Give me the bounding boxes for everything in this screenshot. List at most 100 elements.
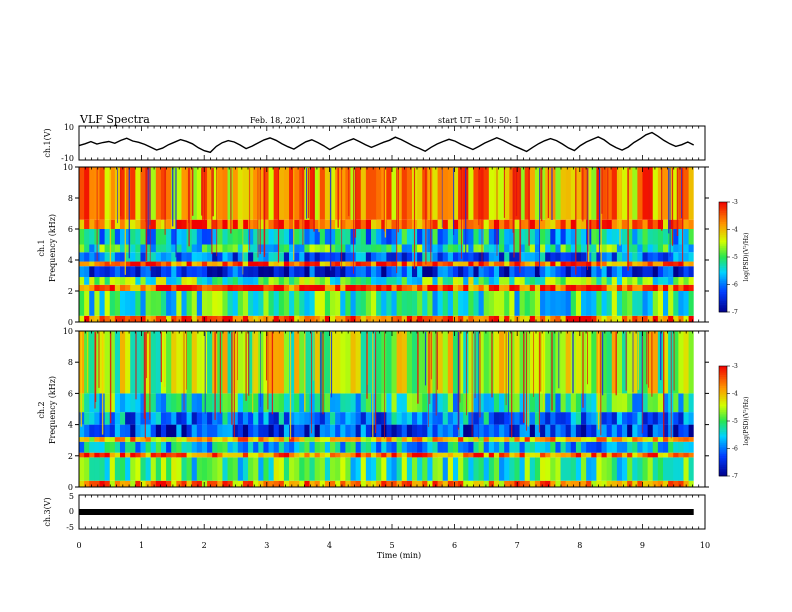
spectrogram-cell — [171, 480, 177, 487]
spectrogram-cell — [657, 452, 664, 458]
spectrogram-cell — [89, 441, 95, 453]
spectrogram-cell — [504, 219, 510, 229]
spectrogram-cell — [155, 266, 162, 278]
spectrogram-cell — [555, 284, 561, 291]
spectrogram-cell — [330, 284, 336, 291]
spectrogram-cell — [145, 252, 152, 262]
spectrogram-cell — [524, 167, 531, 220]
colorbar-swatch — [719, 216, 727, 219]
spectrogram-cell — [596, 437, 602, 442]
spectrogram-cell — [140, 457, 146, 481]
spectrogram-cell — [304, 480, 310, 487]
spectrogram-cell — [647, 412, 654, 425]
spectrogram-cell — [663, 437, 669, 442]
spectrogram-cell — [258, 167, 264, 220]
spectrogram-cell — [181, 261, 187, 267]
spectrogram-cell — [396, 393, 403, 413]
spectrogram-cell — [499, 219, 505, 229]
spectrogram-cell — [232, 437, 239, 442]
spectrogram-cell — [104, 284, 111, 291]
spectrogram-cell — [678, 277, 684, 285]
spectrogram-cell — [309, 291, 316, 316]
spectrogram-cell — [227, 244, 234, 253]
spectrogram-cell — [207, 252, 213, 262]
colorbar-tick-label: -5 — [732, 254, 738, 261]
spectrogram-cell — [437, 437, 444, 442]
spectrogram-cell — [150, 277, 157, 285]
spectrogram-cell — [622, 252, 628, 262]
spectrogram-cell — [130, 252, 136, 262]
spectrogram-cell — [488, 244, 495, 253]
spectrogram-cell — [663, 412, 669, 425]
spectrogram-cell — [242, 424, 249, 438]
spectrogram-cell — [360, 266, 367, 278]
spectrogram-cell — [534, 266, 541, 278]
spectrogram-cell — [324, 452, 331, 458]
spectrogram-cell — [166, 291, 172, 316]
spectrogram-cell — [657, 437, 664, 442]
spectrogram-cell — [545, 457, 551, 481]
spectrogram-cell — [504, 441, 510, 453]
spectrogram-cell — [89, 261, 95, 267]
spectrogram-cell — [360, 244, 367, 253]
spectrogram-cell — [283, 437, 290, 442]
spectrogram-cell — [340, 331, 346, 394]
spectrogram-cell — [688, 277, 695, 285]
spectrogram-cell — [483, 167, 490, 220]
spectrogram-cell — [160, 284, 167, 291]
colorbar-swatch — [719, 367, 727, 370]
spectrogram-cell — [432, 219, 438, 229]
spectrogram-cell — [611, 244, 618, 253]
spectrogram-cell — [637, 219, 643, 229]
spectrogram-cell — [601, 219, 608, 229]
colorbar-swatch — [719, 211, 727, 214]
spectrogram-cell — [283, 315, 290, 322]
spectrogram-cell — [478, 457, 485, 481]
spectrogram-cell — [376, 252, 382, 262]
spectrogram-cell — [273, 277, 280, 285]
spectrogram-cell — [663, 284, 669, 291]
spectrogram-cell — [104, 167, 111, 220]
frequency-tick-label: 8 — [68, 358, 73, 367]
spectrogram-cell — [529, 331, 536, 394]
spectrogram-cell — [84, 284, 90, 291]
spectrogram-cell — [442, 437, 449, 442]
spectrogram-cell — [627, 393, 633, 413]
spectrogram-cell — [150, 284, 157, 291]
spectrogram-cell — [442, 219, 449, 229]
spectrogram-cell — [627, 219, 633, 229]
spectrogram-cell — [432, 424, 438, 438]
spectrogram-cell — [324, 457, 331, 481]
spectrogram-cell — [632, 229, 638, 245]
spectrogram-cell — [196, 277, 203, 285]
spectrogram-cell — [606, 331, 613, 394]
spectrogram-cell — [145, 315, 152, 322]
spectrogram-cell — [278, 393, 285, 413]
spectrogram-cell — [673, 412, 679, 425]
spectrogram-cell — [135, 441, 141, 453]
spectrogram-cell — [565, 480, 572, 487]
spectrogram-cell — [452, 437, 459, 442]
spectrogram-cell — [319, 424, 326, 438]
spectrogram-cell — [586, 266, 592, 278]
spectrogram-cell — [632, 291, 638, 316]
spectrogram-cell — [119, 291, 126, 316]
spectrogram-cell — [519, 252, 526, 262]
spectrogram-cell — [381, 412, 387, 425]
spectrogram-cell — [119, 244, 126, 253]
spectrogram-cell — [463, 452, 469, 458]
spectrogram-cell — [417, 277, 423, 285]
spectrogram-cell — [545, 284, 551, 291]
spectrogram-cell — [570, 315, 577, 322]
spectrogram-cell — [463, 437, 469, 442]
spectrogram-cell — [278, 229, 285, 245]
spectrogram-cell — [309, 229, 316, 245]
colorbar-swatch — [719, 257, 727, 260]
spectrogram-cell — [263, 412, 269, 425]
spectrogram-cell — [688, 424, 695, 438]
spectrogram-cell — [468, 266, 474, 278]
spectrogram-cell — [371, 266, 377, 278]
spectrogram-cell — [84, 480, 90, 487]
spectrogram-cell — [248, 229, 254, 245]
spectrogram-cell — [314, 457, 321, 481]
